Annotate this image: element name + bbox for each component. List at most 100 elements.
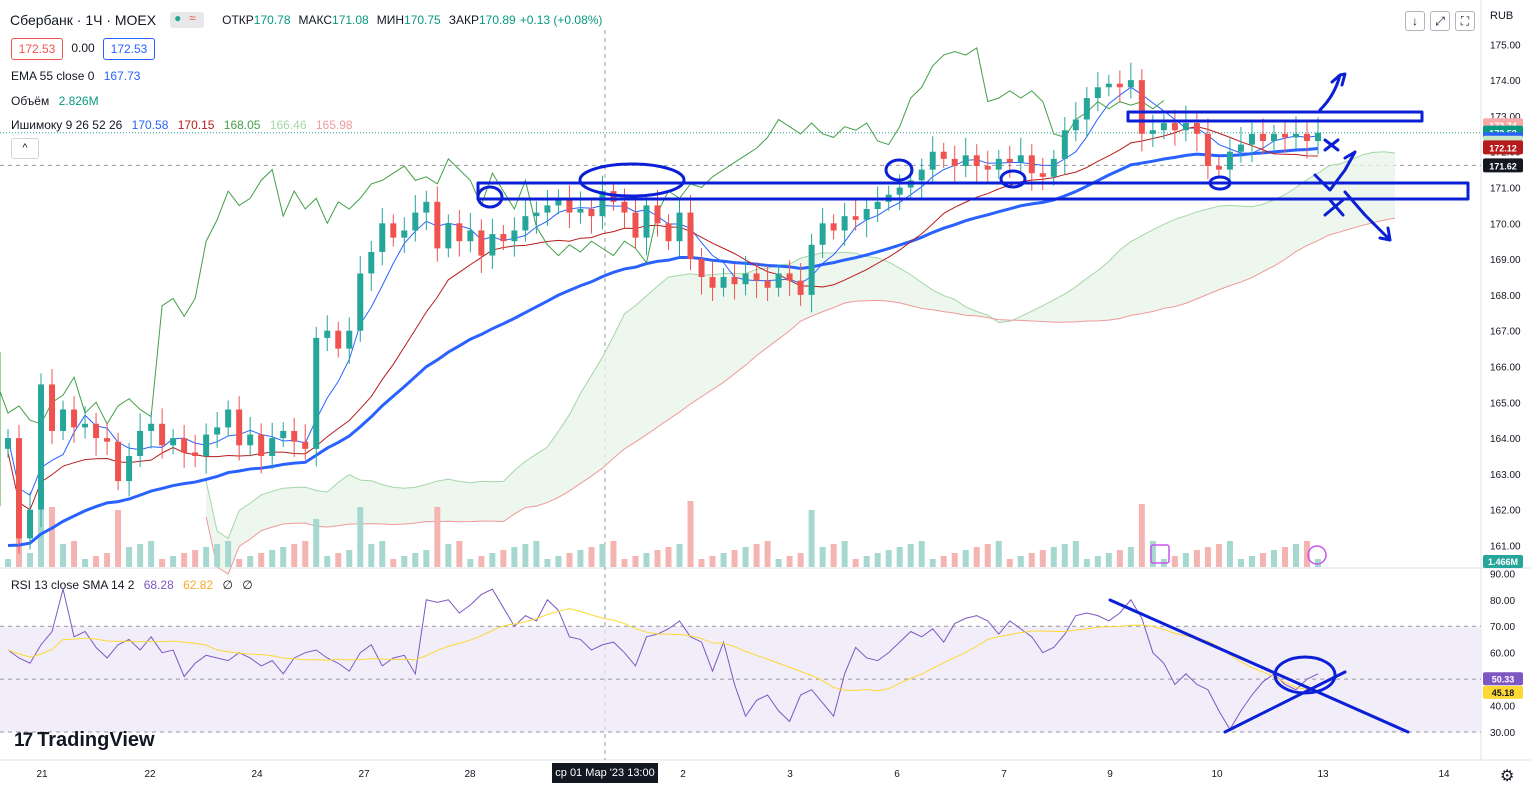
price-tick-label: 175.00 bbox=[1490, 40, 1521, 51]
volume-bar bbox=[533, 541, 540, 567]
candle-body bbox=[1226, 151, 1233, 170]
ema-55-line bbox=[7, 147, 1319, 548]
volume-bar bbox=[104, 553, 111, 567]
candle-body bbox=[819, 223, 826, 245]
volume-bar bbox=[60, 544, 67, 567]
candle-body bbox=[1072, 119, 1079, 131]
candle-body bbox=[1127, 80, 1134, 88]
high-value: 171.08 bbox=[332, 13, 369, 27]
annotation-ellipse bbox=[999, 169, 1027, 189]
candle-body bbox=[896, 187, 903, 195]
volume-bar bbox=[1149, 541, 1156, 567]
volume-legend[interactable]: Объём 2.826M bbox=[11, 94, 105, 108]
candle-body bbox=[1315, 132, 1321, 141]
time-tick-label: 2 bbox=[680, 769, 686, 780]
candle-body bbox=[159, 423, 166, 446]
time-tick-label: 24 bbox=[251, 769, 263, 780]
rsi-tick-label: 70.00 bbox=[1490, 622, 1515, 633]
close-value: 170.89 bbox=[478, 13, 516, 27]
volume-bar bbox=[511, 547, 518, 567]
currency-label[interactable]: RUB bbox=[1490, 10, 1514, 22]
candle-body bbox=[49, 384, 56, 431]
volume-bar bbox=[544, 559, 551, 567]
volume-bar bbox=[390, 559, 397, 567]
candle-body bbox=[467, 230, 474, 242]
candle-body bbox=[313, 337, 320, 449]
volume-bar bbox=[753, 544, 760, 567]
rsi-legend[interactable]: RSI 13 close SMA 14 2 68.28 62.82 ∅ ∅ bbox=[11, 578, 259, 592]
volume-bar bbox=[786, 556, 793, 567]
candle-body bbox=[533, 212, 540, 217]
price-tick-label: 165.00 bbox=[1490, 398, 1521, 409]
volume-bar bbox=[214, 544, 221, 567]
candle-body bbox=[599, 191, 606, 217]
volume-bar bbox=[654, 550, 661, 567]
ema-label: EMA 55 close 0 bbox=[11, 69, 95, 83]
candle-body bbox=[280, 430, 287, 439]
expand-icon[interactable]: ⤢ bbox=[1430, 11, 1450, 31]
volume-bar bbox=[588, 547, 595, 567]
rsi-axis-badge-label: 50.33 bbox=[1492, 674, 1515, 684]
ask-price-box[interactable]: 172.53 bbox=[103, 38, 155, 60]
candle-body bbox=[1149, 130, 1156, 134]
volume-bar bbox=[357, 507, 364, 567]
ema-legend[interactable]: EMA 55 close 0 167.73 bbox=[11, 69, 146, 83]
volume-bar bbox=[1006, 559, 1013, 567]
volume-bar bbox=[170, 556, 177, 567]
collapse-legend-button[interactable]: ^ bbox=[11, 138, 39, 159]
symbol-title[interactable]: Сбербанк · 1Ч · MOEX bbox=[10, 12, 157, 28]
price-tick-label: 169.00 bbox=[1490, 255, 1521, 266]
candle-body bbox=[192, 452, 199, 457]
candle-body bbox=[324, 330, 331, 338]
volume-bar bbox=[82, 559, 89, 567]
compare-badge[interactable]: ● ≈ bbox=[170, 11, 205, 28]
volume-bar bbox=[203, 547, 210, 567]
volume-bar bbox=[973, 547, 980, 567]
volume-bar bbox=[962, 550, 969, 567]
volume-bar bbox=[1182, 553, 1189, 567]
candle-body bbox=[621, 201, 628, 213]
volume-bar bbox=[1193, 550, 1200, 567]
bid-price-box[interactable]: 172.53 bbox=[11, 38, 63, 60]
rsi-value: 68.28 bbox=[143, 578, 174, 592]
candle-body bbox=[93, 423, 100, 439]
volume-bar bbox=[1017, 556, 1024, 567]
volume-bar bbox=[775, 559, 782, 567]
ichimoku-legend[interactable]: Ишимоку 9 26 52 26 170.58 170.15 168.05 … bbox=[11, 118, 359, 132]
volume-bar bbox=[1028, 553, 1035, 567]
volume-bar bbox=[555, 556, 562, 567]
candle-body bbox=[401, 230, 408, 238]
candle-body bbox=[148, 423, 155, 431]
annotation-x-mark bbox=[1323, 198, 1345, 217]
time-tick-label: 9 bbox=[1107, 769, 1113, 780]
volume-bar bbox=[159, 559, 166, 567]
volume-bar bbox=[148, 541, 155, 567]
candle-body bbox=[60, 409, 67, 431]
ema-value: 167.73 bbox=[103, 69, 141, 83]
down-arrow-icon[interactable]: ↓ bbox=[1405, 11, 1425, 31]
volume-bar bbox=[137, 544, 144, 567]
price-tick-label: 164.00 bbox=[1490, 434, 1521, 445]
candle-body bbox=[258, 434, 265, 457]
rsi-sma-line bbox=[7, 608, 1319, 692]
volume-bar bbox=[1237, 559, 1244, 567]
volume-bar bbox=[1292, 544, 1299, 567]
tradingview-logo[interactable]: 17 TradingView bbox=[14, 729, 155, 752]
volume-bar bbox=[280, 547, 287, 567]
settings-gear-icon[interactable]: ⚙ bbox=[1500, 768, 1515, 785]
candle-body bbox=[445, 223, 452, 249]
candle-body bbox=[489, 234, 496, 256]
candle-body bbox=[1204, 133, 1211, 167]
time-tick-label: 28 bbox=[464, 769, 476, 780]
candle-body bbox=[27, 509, 34, 539]
volume-bar bbox=[907, 544, 914, 567]
volume-bar bbox=[1226, 541, 1233, 567]
crosshair-date-label: ср 01 Мар '23 13:00 bbox=[552, 763, 658, 783]
fullscreen-icon[interactable]: ⛶ bbox=[1455, 11, 1475, 31]
price-tick-label: 166.00 bbox=[1490, 363, 1521, 374]
candle-body bbox=[5, 438, 11, 449]
volume-bar bbox=[38, 510, 45, 567]
dividend-event-icon bbox=[1307, 545, 1327, 565]
volume-bar bbox=[720, 553, 727, 567]
